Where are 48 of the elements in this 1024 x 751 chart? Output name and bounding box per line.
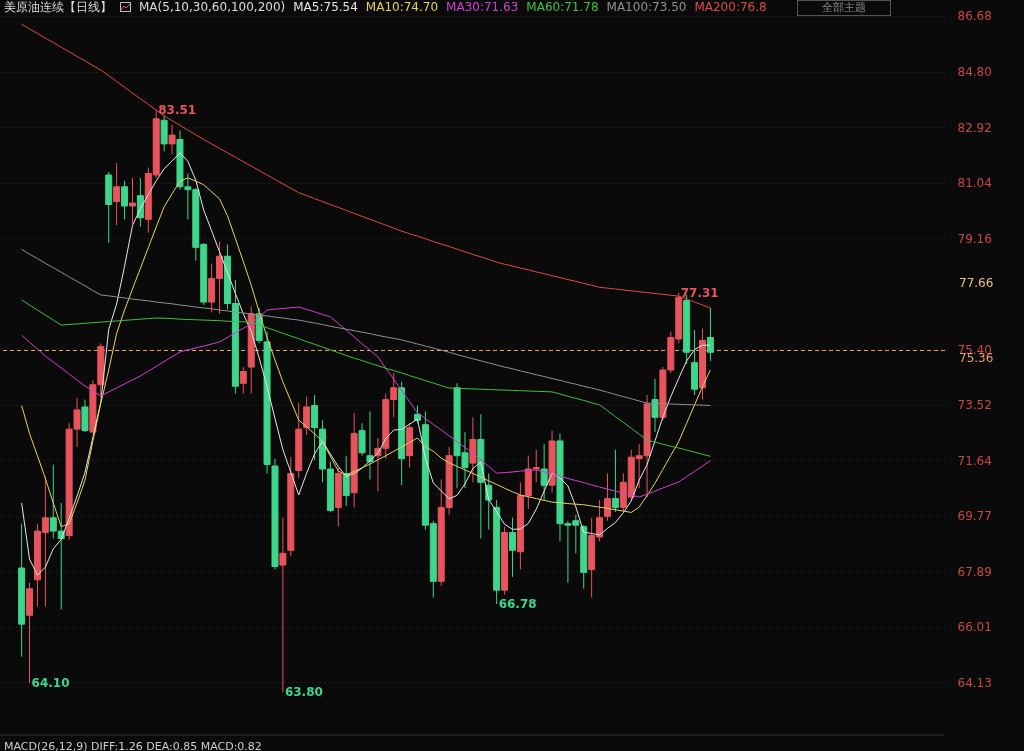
y-tick-label: 66.01 [957,620,992,635]
y-tick-label: 84.80 [957,65,992,80]
y-tick-label: 81.04 [957,176,992,191]
line-series [21,306,711,498]
candlestick [160,115,168,152]
candlestick [706,307,714,362]
candlestick [113,162,121,226]
text: MA100:73.50 [606,0,687,14]
candlestick [366,410,374,480]
candlestick [358,422,366,457]
y-tick-label: 71.64 [957,453,992,468]
text: MACD(26,12,9) DIFF:1.26 DEA:0.85 MACD:0.82 [4,740,262,751]
text: 77.66 [959,275,994,290]
y-tick-label: 86.68 [957,9,992,24]
candlestick [128,177,136,225]
annotation: 66.78 [498,597,537,612]
text: MA10:74.70 [365,0,439,14]
candlestick [121,180,129,220]
y-tick-label: 79.16 [957,231,992,246]
chart-title: 美原油连续【日线】 [4,0,112,14]
candlestick [303,396,311,436]
candlestick [81,399,89,433]
y-tick-label: 67.89 [957,564,992,579]
y-tick-label: 82.92 [957,120,992,135]
candlestick [469,416,477,483]
text: MA60:71.78 [526,0,599,14]
y-tick-label: 69.77 [957,509,992,524]
candlestick [279,517,287,693]
candlestick [603,472,611,522]
candlestick [239,366,247,395]
annotation: 83.51 [158,102,197,117]
text: MA30:71.63 [446,0,519,14]
chart-subtitle: MA(5,10,30,60,100,200) [139,0,286,14]
candlestick [611,449,619,513]
candlestick [168,124,176,155]
annotation: 77.31 [680,285,719,300]
text: MA5:75.54 [293,0,358,14]
text: 全部主题 [797,0,891,16]
candlestick [508,517,516,578]
y-tick-label: 64.13 [957,675,992,690]
candlestick [540,443,548,501]
annotation: 63.80 [284,685,323,700]
annotation: 64.10 [31,676,70,691]
candlestick [311,394,319,461]
text: MA200:76.8 [694,0,767,14]
y-tick-label: 73.52 [957,398,992,413]
candlestick [651,378,659,433]
line-series [21,299,711,457]
